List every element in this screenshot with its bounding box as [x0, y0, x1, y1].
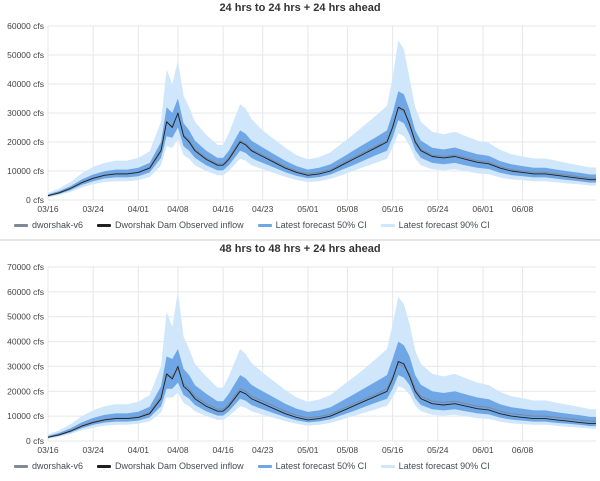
panel-divider — [0, 239, 600, 242]
y-tick-label: 30000 cfs — [7, 108, 44, 118]
legend-swatch-ci50 — [257, 223, 272, 227]
panel-24h: 24 hrs to 24 hrs + 24 hrs ahead 0 cfs 100… — [0, 0, 600, 240]
series-ci50-band — [48, 91, 596, 197]
y-tick-label: 50000 cfs — [7, 312, 44, 322]
series-observed-line — [47, 106, 596, 197]
x-tick-label: 05/16 — [382, 445, 404, 455]
legend-label: Latest forecast 50% CI — [275, 461, 367, 471]
y-tick-label: 30000 cfs — [7, 361, 44, 371]
legend-swatch-ci50 — [257, 464, 272, 468]
legend-item-observed[interactable]: Dworshak Dam Observed inflow — [97, 220, 244, 230]
legend-item-ci90[interactable]: Latest forecast 90% CI — [380, 461, 490, 471]
x-tick-label: 06/08 — [512, 445, 534, 455]
x-tick-label: 05/01 — [297, 445, 319, 455]
legend-label: dworshak-v6 — [32, 220, 84, 230]
x-tick-label: 06/01 — [472, 204, 494, 214]
y-tick-label: 0 cfs — [26, 436, 44, 446]
legend: dworshak-v6 Dworshak Dam Observed inflow… — [14, 218, 490, 232]
legend-label: dworshak-v6 — [32, 461, 84, 471]
y-tick-label: 40000 cfs — [7, 79, 44, 89]
x-tick-label: 03/24 — [83, 204, 105, 214]
legend-swatch-ci90 — [380, 464, 395, 468]
y-tick-label: 50000 cfs — [7, 50, 44, 60]
legend-label: Latest forecast 50% CI — [275, 220, 367, 230]
legend-swatch-model — [14, 223, 28, 227]
x-tick-label: 05/24 — [427, 204, 449, 214]
legend-item-ci50[interactable]: Latest forecast 50% CI — [257, 220, 367, 230]
x-tick-label: 04/23 — [252, 204, 274, 214]
x-tick-label: 05/08 — [337, 445, 359, 455]
series-model-line — [47, 363, 596, 438]
y-tick-label: 10000 cfs — [7, 411, 44, 421]
x-tick-label: 05/01 — [297, 204, 319, 214]
chart-24h[interactable]: 0 cfs 10000 cfs 20000 cfs 30000 cfs 40000 cf… — [0, 0, 600, 240]
x-tick-label: 03/24 — [83, 445, 105, 455]
x-tick-label: 05/24 — [427, 445, 449, 455]
x-tick-label: 04/16 — [212, 204, 234, 214]
x-tick-label: 04/16 — [212, 445, 234, 455]
legend-swatch-model — [14, 464, 28, 468]
legend: dworshak-v6 Dworshak Dam Observed inflow… — [14, 459, 490, 473]
legend-swatch-ci90 — [380, 223, 395, 227]
legend-item-model[interactable]: dworshak-v6 — [14, 220, 83, 230]
series-ci50-band — [48, 341, 596, 438]
x-tick-label: 06/08 — [512, 204, 534, 214]
x-tick-label: 05/08 — [337, 204, 359, 214]
y-tick-label: 20000 cfs — [7, 386, 44, 396]
x-tick-label: 04/08 — [167, 204, 189, 214]
legend-item-model[interactable]: dworshak-v6 — [14, 461, 83, 471]
legend-item-ci50[interactable]: Latest forecast 50% CI — [257, 461, 367, 471]
series-model-line — [47, 108, 596, 196]
legend-label: Dworshak Dam Observed inflow — [115, 461, 244, 471]
y-tick-label: 0 cfs — [26, 195, 44, 205]
legend-label: Latest forecast 90% CI — [398, 461, 490, 471]
legend-swatch-observed — [97, 464, 112, 468]
chart-title: 48 hrs to 48 hrs + 24 hrs ahead — [219, 243, 381, 255]
x-tick-label: 04/08 — [167, 445, 189, 455]
legend-item-ci90[interactable]: Latest forecast 90% CI — [380, 220, 490, 230]
y-tick-label: 40000 cfs — [7, 337, 44, 347]
y-tick-label: 60000 cfs — [7, 287, 44, 297]
legend-label: Dworshak Dam Observed inflow — [115, 220, 244, 230]
x-tick-label: 04/23 — [252, 445, 274, 455]
y-tick-label: 70000 cfs — [7, 262, 44, 272]
chart-title: 24 hrs to 24 hrs + 24 hrs ahead — [219, 2, 381, 14]
y-tick-label: 20000 cfs — [7, 137, 44, 147]
legend-label: Latest forecast 90% CI — [398, 220, 490, 230]
y-tick-label: 60000 cfs — [7, 21, 44, 31]
chart-48h[interactable]: 0 cfs 10000 cfs 20000 cfs 30000 cfs 40000 cf… — [0, 241, 600, 481]
x-tick-label: 04/01 — [128, 445, 150, 455]
panel-48h: 48 hrs to 48 hrs + 24 hrs ahead 0 cfs 100… — [0, 241, 600, 481]
x-tick-label: 03/16 — [37, 204, 59, 214]
legend-swatch-observed — [97, 223, 112, 227]
series-observed-line — [47, 361, 596, 438]
y-tick-label: 10000 cfs — [7, 166, 44, 176]
x-tick-label: 06/01 — [472, 445, 494, 455]
x-tick-label: 04/01 — [128, 204, 150, 214]
legend-item-observed[interactable]: Dworshak Dam Observed inflow — [97, 461, 244, 471]
x-tick-label: 03/16 — [37, 445, 59, 455]
x-tick-label: 05/16 — [382, 204, 404, 214]
